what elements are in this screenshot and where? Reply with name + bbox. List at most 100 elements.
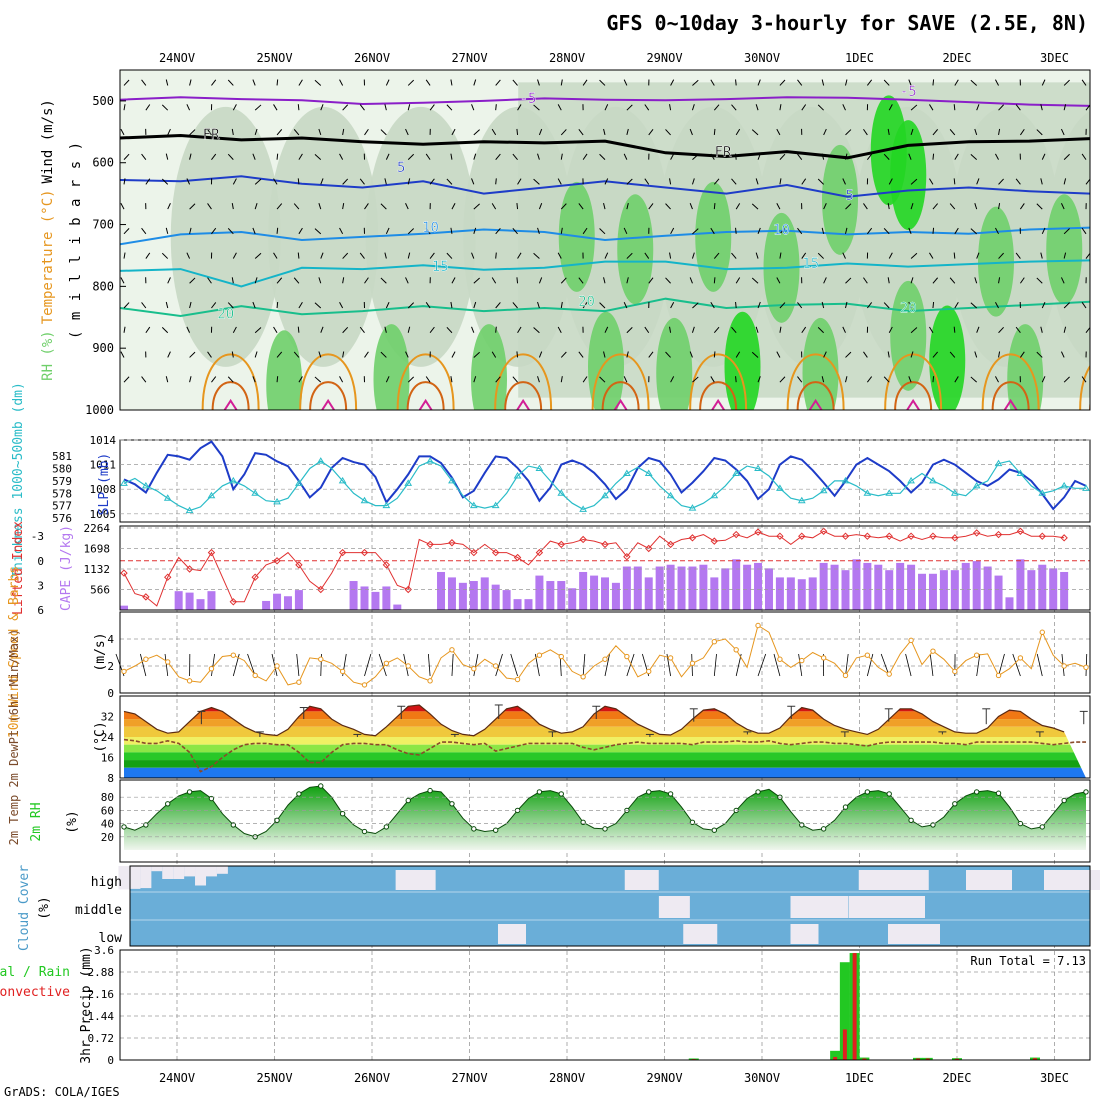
wind-barb	[123, 104, 126, 111]
wind10-point	[952, 668, 958, 675]
li-point	[1016, 527, 1025, 535]
wind-barb	[557, 178, 562, 185]
cloud-clear-background	[130, 866, 1090, 946]
cloud-high-bar	[129, 866, 141, 889]
cloud-patch	[624, 870, 659, 890]
wind-barb	[949, 129, 956, 136]
wind-barb	[407, 228, 415, 235]
li-tick--3: -3	[31, 530, 44, 543]
wind-barb	[189, 203, 196, 210]
wind-barb	[189, 79, 192, 86]
isotherm-30-plume	[309, 381, 348, 410]
date-label-bottom-30NOV: 30NOV	[744, 1071, 780, 1085]
wind-barb	[123, 79, 130, 86]
wind-barb	[713, 252, 720, 259]
contour-label: FR	[715, 145, 732, 161]
thickness-point	[666, 491, 675, 499]
wind-barb	[954, 376, 959, 383]
wind-barb	[1036, 277, 1043, 284]
cross-section-content: -5 -5 FR FR 5 5 10 10 15 15 20 20 20	[120, 70, 1090, 410]
run-total: Run Total = 7.13	[970, 954, 1086, 968]
wind10-barb	[140, 653, 147, 677]
li-point	[317, 585, 325, 594]
temp-band	[124, 705, 1086, 712]
wind10-barb	[757, 653, 767, 677]
wind-barb	[974, 128, 978, 136]
cloud-patch	[790, 896, 849, 918]
wind-barb	[364, 128, 369, 136]
wind-barb	[231, 203, 234, 210]
wind-barb	[451, 277, 456, 284]
wind-barb	[384, 104, 387, 111]
li-tick-6: 6	[37, 604, 44, 617]
wind-barb	[297, 104, 300, 111]
wind-barb	[692, 79, 699, 86]
wind10-barb	[495, 653, 503, 677]
wind-barb	[165, 153, 169, 160]
thick-series-line	[123, 460, 1086, 512]
wind-barb	[689, 203, 693, 210]
precip-tick-1.44: 1.44	[88, 1010, 115, 1023]
wind-barb	[863, 351, 868, 358]
wind-barb	[908, 301, 912, 309]
thickness-point	[185, 506, 194, 514]
wind-barb	[512, 153, 518, 160]
li-tick-0: 0	[37, 555, 44, 568]
thickness-point	[1060, 481, 1069, 489]
dewpoint-line	[123, 738, 1086, 773]
wind-units: (m/s)	[93, 632, 108, 671]
precip-convective-bar	[862, 1058, 867, 1060]
wind-barb	[888, 178, 893, 185]
cape-bar	[808, 577, 817, 610]
cape-bar	[360, 586, 369, 610]
wind-barb	[970, 228, 978, 235]
wind-barb	[141, 302, 147, 309]
wind-barb	[776, 277, 781, 284]
wind-barb	[189, 153, 192, 160]
wind10-barb	[164, 653, 169, 677]
wind-barb	[1081, 79, 1087, 86]
rh-moist-blob	[617, 194, 654, 305]
wind-barb	[364, 351, 369, 358]
wind-barb	[801, 252, 807, 259]
wind-barb	[713, 326, 720, 334]
wind10-point	[667, 655, 674, 661]
wind-barb	[692, 228, 699, 235]
cape-bar	[283, 596, 292, 610]
li-point	[863, 532, 872, 540]
wind-barb	[425, 153, 431, 160]
li-point	[273, 557, 281, 565]
wind-barb	[167, 128, 171, 136]
wind-barb	[207, 203, 212, 210]
cape-bar	[863, 562, 872, 610]
temp-band	[124, 760, 1086, 768]
li-point	[885, 532, 893, 540]
li-point	[1060, 534, 1068, 542]
wind-barb	[735, 203, 741, 210]
wind-barb	[473, 153, 477, 160]
wind-barb	[910, 104, 918, 111]
cape-bar	[502, 590, 511, 610]
wind-barb	[537, 301, 540, 309]
wind-barb	[407, 302, 415, 309]
wind-barb	[254, 104, 262, 111]
date-label-bottom-26NOV: 26NOV	[354, 1071, 390, 1085]
rh-point	[952, 801, 958, 807]
cape-bar	[666, 564, 675, 610]
pressure-tick-1000: 1000	[85, 403, 114, 417]
date-label-bottom-27NOV: 27NOV	[451, 1071, 487, 1085]
wind-barb	[405, 351, 409, 358]
wind-barb	[165, 227, 169, 234]
wind-barb	[446, 104, 453, 111]
wind-barb	[1015, 104, 1021, 111]
contour-label: FR	[203, 127, 220, 143]
slp-axis-label: SLP (mb)	[97, 453, 112, 516]
wind-barb	[970, 79, 978, 86]
thickness-point	[622, 469, 631, 476]
wind-barb	[161, 252, 169, 259]
wind-barb	[359, 104, 365, 111]
cape-bar	[743, 564, 752, 610]
wind10-point	[602, 656, 608, 662]
wind-barb	[845, 277, 852, 284]
thickness-point	[863, 489, 872, 496]
